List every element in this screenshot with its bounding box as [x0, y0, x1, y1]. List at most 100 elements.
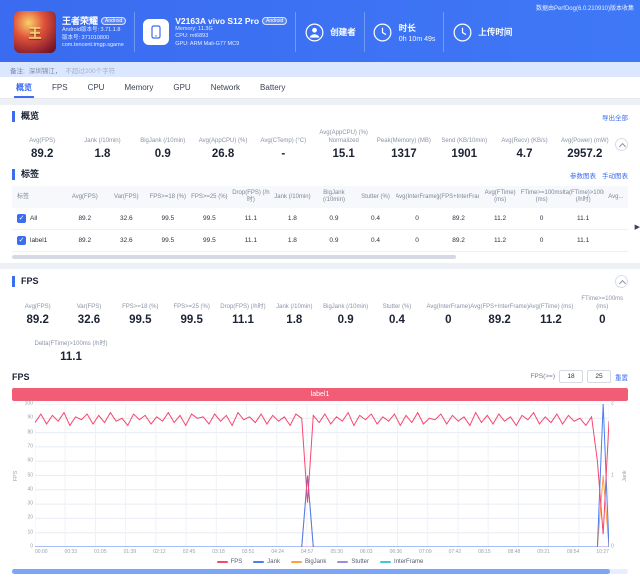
- legend-label: InterFrame: [394, 559, 423, 565]
- x-axis-label: 09:54: [567, 549, 580, 555]
- overview-stat: Avg(AppCPU) (%) Normalized15.1: [313, 128, 373, 161]
- overview-stat: Send (KB/10min)1901: [434, 128, 494, 161]
- tab-CPU[interactable]: CPU: [78, 77, 115, 98]
- fps-collapse-button[interactable]: [615, 275, 628, 288]
- upload-time-label: 上传时间: [478, 26, 512, 38]
- row-label: All: [30, 215, 37, 222]
- table-cell: 0.9: [313, 230, 355, 251]
- overview-stat: Peak(Memory) (MB)1317: [374, 128, 434, 161]
- reset-button[interactable]: 重置: [615, 372, 628, 382]
- game-version-line1: Android版本号: 3.71.1.8: [62, 27, 126, 35]
- tab-GPU[interactable]: GPU: [163, 77, 200, 98]
- column-header: FPS>=25 (%): [189, 186, 231, 208]
- y-axis-tick: 80: [27, 430, 33, 435]
- y-axis-tick: 50: [27, 473, 33, 478]
- x-axis-label: 02:45: [183, 549, 196, 555]
- x-axis-label: 10:27: [596, 549, 609, 555]
- x-axis-label: 00:33: [65, 549, 78, 555]
- column-header: Jank (/10min): [272, 186, 314, 208]
- fps-stat-value: 0.4: [372, 314, 421, 326]
- x-axis-label: 03:51: [242, 549, 255, 555]
- fps-stat: Drop(FPS) (/h时)11.1: [217, 294, 268, 327]
- table-row[interactable]: ✓All89.232.699.599.511.11.80.90.4089.211…: [12, 208, 628, 230]
- overview-stat: Avg(AppCPU) (%)26.8: [193, 128, 253, 161]
- labels-title: 标签: [12, 169, 39, 180]
- x-axis-label: 09:21: [537, 549, 550, 555]
- overview-stat-label: Peak(Memory) (MB): [375, 129, 433, 145]
- table-cell: 0: [521, 208, 563, 229]
- fps-threshold-controls: FPS(>=) 18 25 重置: [530, 370, 628, 383]
- note-placeholder[interactable]: 不超过200个字符: [65, 65, 115, 75]
- game-icon: 王: [14, 11, 56, 53]
- export-all-link[interactable]: 导出全部: [602, 112, 628, 122]
- upload-clock-icon: [452, 22, 472, 42]
- table-row[interactable]: ✓label189.232.699.599.511.11.80.90.4089.…: [12, 230, 628, 252]
- table-cell: 11.1: [562, 208, 604, 229]
- x-axis-label: 07:42: [449, 549, 462, 555]
- tab-Memory[interactable]: Memory: [114, 77, 163, 98]
- fps-stat-label: Avg(InterFrame): [424, 295, 473, 311]
- fps-stat: Stutter (%)0.4: [371, 294, 422, 327]
- param-chart-link[interactable]: 参数图表: [570, 170, 596, 180]
- fps-stat: Avg(InterFrame)0: [423, 294, 474, 327]
- legend-item-InterFrame[interactable]: InterFrame: [380, 559, 423, 565]
- fps-stat-label: BigJank (/10min): [321, 295, 370, 311]
- chart-legend: FPS Jank BigJank Stutter InterFrame: [12, 559, 628, 565]
- right-axis-tick: 2: [611, 402, 614, 407]
- legend-item-BigJank[interactable]: BigJank: [291, 559, 326, 565]
- y-axis-tick: 100: [25, 402, 33, 407]
- label1-banner: label1: [12, 388, 628, 401]
- column-header: Avg(FTime) (ms): [479, 186, 521, 208]
- legend-item-Stutter[interactable]: Stutter: [337, 559, 369, 565]
- x-axis-label: 06:36: [390, 549, 403, 555]
- fps-stat-value: 89.2: [13, 314, 62, 326]
- column-header: Drop(FPS) (/h时): [230, 186, 272, 208]
- y-axis-tick: 90: [27, 416, 33, 421]
- fps-stat-value: 11.1: [218, 314, 267, 326]
- fps-threshold-input-1[interactable]: 18: [559, 370, 583, 383]
- column-header: BigJank (/10min): [313, 186, 355, 208]
- tab-Network[interactable]: Network: [201, 77, 250, 98]
- checkbox[interactable]: ✓: [17, 214, 26, 223]
- x-axis-label: 07:09: [419, 549, 432, 555]
- manual-chart-link[interactable]: 手动图表: [602, 170, 628, 180]
- table-scroll-right-arrow[interactable]: ▶: [635, 223, 640, 231]
- x-axis-label: 02:12: [153, 549, 166, 555]
- fps-chart-plot[interactable]: [35, 404, 609, 547]
- fps-stat: Avg(FPS+InterFrame)89.2: [474, 294, 525, 327]
- overview-stat-value: 15.1: [314, 148, 372, 160]
- legend-item-FPS[interactable]: FPS: [217, 559, 243, 565]
- fps-stat: Var(FPS)32.6: [63, 294, 114, 327]
- fps-stat-label: FPS>=18 (%): [116, 295, 165, 311]
- fps-threshold-input-2[interactable]: 25: [587, 370, 611, 383]
- overview-collapse-button[interactable]: [615, 138, 628, 151]
- overview-stat-label: Send (KB/10min): [435, 129, 493, 145]
- chart-hscrollbar-thumb[interactable]: [12, 569, 610, 574]
- series-BigJank: [35, 476, 609, 548]
- tab-FPS[interactable]: FPS: [42, 77, 78, 98]
- overview-stat-label: Avg(Power) (mW): [556, 129, 614, 145]
- tab-bar: 概览FPSCPUMemoryGPUNetworkBattery: [0, 77, 640, 99]
- x-axis-label: 08:48: [508, 549, 521, 555]
- overview-stat: Avg(Recv) (KB/s)4.7: [494, 128, 554, 161]
- legend-item-Jank[interactable]: Jank: [253, 559, 280, 565]
- note-text[interactable]: 深圳锦江，: [29, 65, 62, 75]
- device-meta: V2163A vivo S12 Pro Android Memory: 11.3…: [175, 16, 287, 49]
- legend-swatch-Jank: [253, 561, 264, 563]
- y-axis-tick: 40: [27, 487, 33, 492]
- checkbox[interactable]: ✓: [17, 236, 26, 245]
- row-name-cell: ✓label1: [12, 230, 64, 251]
- table-cell: 11.2: [479, 208, 521, 229]
- tab-概览[interactable]: 概览: [6, 77, 42, 98]
- tab-Battery[interactable]: Battery: [250, 77, 295, 98]
- overview-stat-label: Jank (/10min): [73, 129, 131, 145]
- column-header: 标签: [12, 186, 64, 208]
- device-android-badge: Android: [262, 17, 287, 25]
- table-hscrollbar-thumb[interactable]: [12, 255, 456, 259]
- fps-stat-value: 32.6: [64, 314, 113, 326]
- table-cell: 0.4: [355, 230, 397, 251]
- y-axis-tick: 30: [27, 502, 33, 507]
- x-axis-label: 04:24: [271, 549, 284, 555]
- table-cell: 99.5: [189, 208, 231, 229]
- fps-stat-value: 99.5: [116, 314, 165, 326]
